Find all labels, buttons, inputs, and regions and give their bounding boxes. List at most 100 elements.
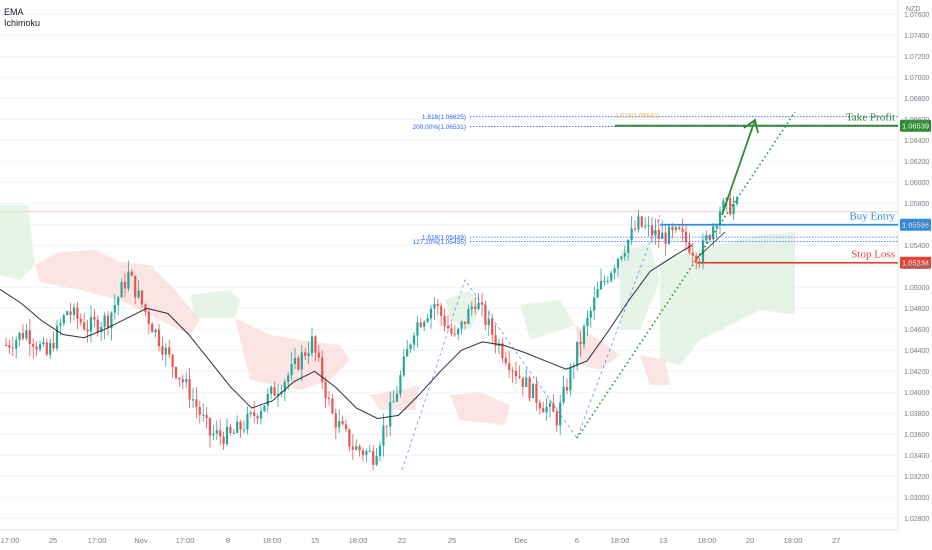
candle-body (644, 225, 647, 227)
candle-body (49, 342, 52, 355)
candle-body (525, 377, 528, 387)
candle-body (470, 306, 473, 309)
candle-body (307, 353, 310, 356)
candle-body (86, 329, 89, 332)
level-price: 1.05234 (902, 259, 929, 268)
level-price: 1.06539 (902, 122, 929, 131)
candle-body (76, 307, 79, 319)
candle-body (246, 413, 249, 430)
candle-body (457, 328, 460, 335)
candle-body (351, 446, 354, 450)
candle-body (630, 228, 633, 240)
candle-body (382, 425, 385, 446)
price-axis[interactable]: 1.07600 1.07400 1.07200 1.07000 1.06800 1.066… (904, 12, 929, 523)
candle-body (164, 347, 167, 355)
candle-body (508, 363, 511, 371)
candle-body (572, 366, 575, 368)
candle-body (562, 386, 565, 403)
candle-body (620, 256, 623, 259)
price-tick: 1.05000 (904, 285, 929, 292)
candle-body (729, 198, 732, 215)
candle-body (96, 319, 99, 332)
fib-label: 1.618(1.05449) (422, 235, 466, 242)
price-tick: 1.05800 (904, 201, 929, 208)
candle-body (222, 436, 225, 445)
candle-body (195, 399, 198, 408)
candle-body (266, 393, 269, 406)
candle-body (426, 318, 429, 322)
time-tick: Dec (514, 536, 528, 545)
candle-body (412, 335, 416, 345)
indicator-ichimoku-label[interactable]: Ichimoku (4, 18, 41, 28)
candle-body (72, 307, 76, 315)
price-tick: 1.06200 (904, 159, 929, 166)
candle-body (89, 316, 93, 332)
candle-body (565, 386, 569, 391)
candle-body (38, 344, 42, 350)
candle-body (229, 426, 232, 434)
candle-body (735, 197, 739, 204)
candles (4, 192, 739, 471)
candle-body (259, 411, 263, 419)
candle-body (304, 352, 307, 356)
candle-body (300, 352, 303, 370)
candle-body (130, 271, 133, 276)
candle-body (586, 317, 589, 327)
time-tick: 17:00 (1, 536, 20, 545)
candle-body (487, 318, 490, 325)
candle-body (310, 336, 314, 354)
candle-body (208, 418, 212, 436)
candle-body (528, 377, 531, 398)
candle-body (409, 344, 412, 349)
candle-body (334, 413, 337, 428)
candle-body (185, 379, 188, 383)
candle-body (293, 357, 297, 364)
candle-body (290, 363, 293, 376)
candle-body (450, 328, 453, 334)
time-tick: 20 (746, 536, 754, 545)
time-axis[interactable]: 17:00 25 17:00 Nov 17:00 8 18:00 15 18:00 22 25 Dec… (1, 536, 841, 545)
price-tick: 1.02800 (904, 516, 929, 523)
candle-body (83, 322, 86, 330)
candle-body (21, 332, 25, 339)
candle-body (171, 354, 174, 367)
candle-body (361, 450, 365, 455)
candle-body (463, 321, 467, 324)
candle-body (640, 216, 643, 227)
candle-body (55, 325, 59, 349)
price-tick: 1.03800 (904, 411, 929, 418)
candle-body (28, 330, 31, 344)
time-tick: 25 (448, 536, 456, 545)
candle-body (355, 446, 358, 450)
candle-body (667, 226, 671, 244)
candle-body (491, 318, 494, 335)
candle-body (297, 357, 300, 370)
candle-body (406, 348, 409, 357)
candle-body (678, 227, 681, 230)
candle-body (474, 306, 477, 310)
candle-body (161, 346, 164, 355)
candle-body (599, 280, 603, 290)
candle-body (368, 450, 371, 452)
cloud-bullish (520, 300, 575, 340)
candle-body (239, 421, 242, 430)
candle-body (606, 280, 609, 282)
candle-body (691, 252, 694, 256)
time-tick: 15 (311, 536, 319, 545)
candle-body (144, 304, 147, 312)
candle-body (110, 312, 113, 329)
candle-body (429, 308, 433, 319)
trade-levels: Take Profit 1.06539 Buy Entry 1.05596 Stop L… (615, 112, 931, 269)
candle-body (276, 393, 280, 396)
indicator-ema-label[interactable]: EMA (4, 7, 24, 17)
candle-body (66, 311, 69, 316)
candle-body (378, 445, 382, 456)
fib-label: 1.618(1.06642) (615, 112, 659, 119)
candle-body (705, 235, 708, 241)
candle-body (610, 272, 613, 281)
candle-body (419, 322, 422, 327)
candle-body (331, 398, 334, 414)
level-label: Buy Entry (849, 211, 895, 223)
time-tick: 25 (49, 536, 57, 545)
